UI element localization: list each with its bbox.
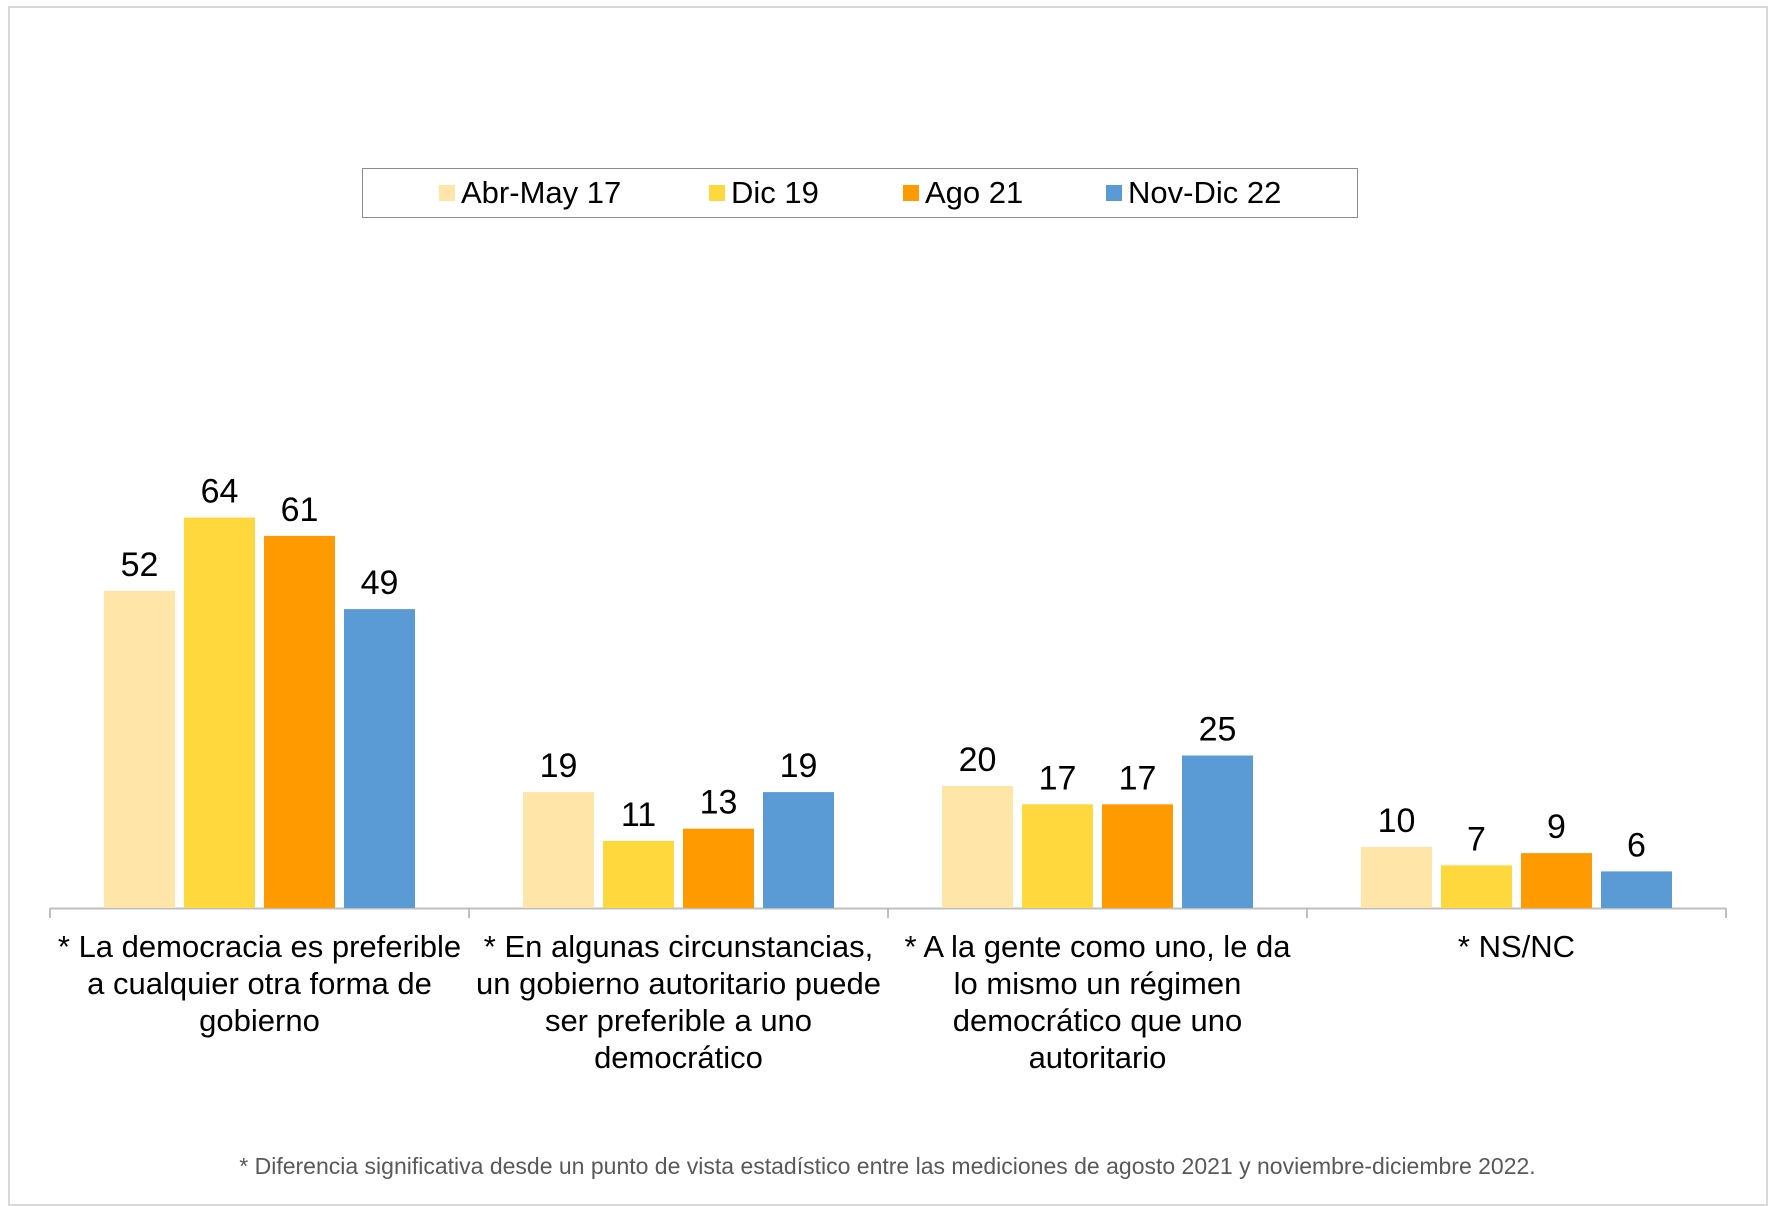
bar (1601, 871, 1672, 908)
legend-swatch (439, 184, 455, 201)
data-label: 52 (121, 546, 159, 584)
bar (523, 792, 594, 908)
category-label: a cualquier otra forma de (87, 966, 432, 1001)
bar (1102, 804, 1173, 908)
legend-label: Nov-Dic 22 (1128, 174, 1282, 210)
data-label: 17 (1119, 759, 1157, 797)
category-label: democrático (594, 1040, 763, 1075)
bar (1022, 804, 1093, 908)
legend-label: Abr-May 17 (461, 174, 622, 210)
footnote: * Diferencia significativa desde un punt… (239, 1153, 1536, 1179)
category-label: ser preferible a uno (545, 1003, 812, 1038)
legend-item-nov-dic-22: Nov-Dic 22 (1106, 169, 1281, 216)
data-label: 6 (1627, 826, 1646, 864)
bar (603, 840, 674, 908)
chart-legend: Abr-May 17 Dic 19 Ago 21 Nov-Dic 22 (362, 168, 1358, 218)
bar (264, 535, 335, 908)
legend-item-ago-21: Ago 21 (903, 169, 1023, 216)
bar (1521, 853, 1592, 908)
data-label: 19 (540, 747, 578, 785)
data-label: 19 (780, 747, 818, 785)
data-label: 13 (700, 784, 738, 822)
bar (683, 828, 754, 908)
bar (104, 590, 175, 908)
category-label: un gobierno autoritario puede (476, 966, 881, 1001)
category-label: lo mismo un régimen (954, 966, 1242, 1001)
category-label: * NS/NC (1458, 929, 1575, 964)
data-label: 49 (361, 564, 399, 602)
bar (1361, 847, 1432, 908)
legend-label: Ago 21 (925, 174, 1024, 210)
data-label: 17 (1039, 759, 1077, 797)
category-label: gobierno (199, 1003, 320, 1038)
category-label: * A la gente como uno, le da (904, 929, 1291, 964)
category-label: * En algunas circunstancias, (484, 929, 873, 964)
data-label: 10 (1378, 802, 1416, 840)
bar (942, 786, 1013, 908)
bar (344, 609, 415, 908)
legend-swatch (903, 184, 919, 201)
data-label: 61 (281, 491, 319, 529)
bar (184, 517, 255, 908)
data-label: 9 (1547, 808, 1566, 846)
legend-label: Dic 19 (731, 174, 819, 210)
bar (763, 792, 834, 908)
category-label: autoritario (1029, 1040, 1167, 1075)
data-label: 20 (959, 741, 997, 779)
legend-item-dic-19: Dic 19 (709, 169, 819, 216)
data-label: 25 (1199, 711, 1237, 749)
data-label: 11 (621, 796, 656, 834)
category-label: * La democracia es preferible (58, 929, 461, 964)
legend-swatch (1106, 184, 1122, 201)
data-label: 7 (1467, 820, 1486, 858)
bar (1441, 865, 1512, 908)
data-label: 64 (201, 473, 239, 511)
category-label: democrático que uno (953, 1003, 1243, 1038)
legend-item-abr-may-17: Abr-May 17 (439, 169, 621, 216)
legend-swatch (709, 184, 725, 201)
bar (1182, 755, 1253, 908)
